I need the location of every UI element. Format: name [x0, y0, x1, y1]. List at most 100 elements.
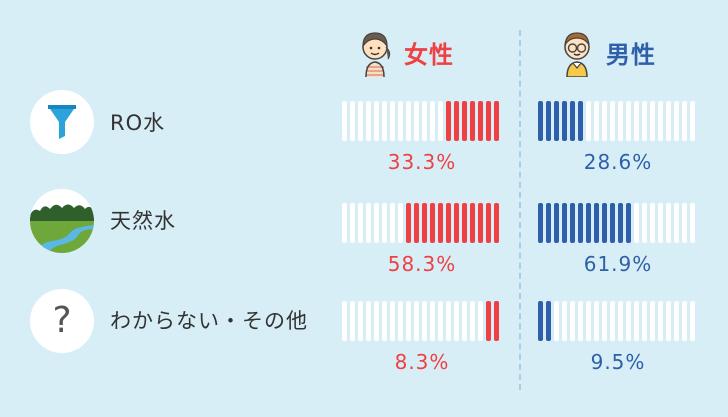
bar-segment-empty: [390, 301, 395, 341]
bar-segment-filled: [430, 203, 435, 243]
bar-segment-empty: [594, 301, 599, 341]
bar-segment-empty: [626, 101, 631, 141]
bar-segment-empty: [422, 101, 427, 141]
woman-avatar-icon: [362, 32, 391, 77]
bar-segment-filled: [486, 203, 491, 243]
bar-segment-filled: [446, 101, 451, 141]
bar-segment-empty: [562, 301, 567, 341]
bar-segment-filled: [538, 203, 543, 243]
bar-segment-filled: [610, 203, 615, 243]
bar-segment-filled: [438, 203, 443, 243]
bar-segment-filled: [626, 203, 631, 243]
male-header-label: 男性: [606, 40, 656, 69]
bar-segment-empty: [610, 301, 615, 341]
bar-segment-empty: [586, 301, 591, 341]
bar-segment-empty: [366, 203, 371, 243]
bar-segment-empty: [478, 301, 483, 341]
bar-segment-empty: [390, 203, 395, 243]
bar-segment-empty: [586, 101, 591, 141]
bar-segment-filled: [594, 203, 599, 243]
bar-segment-filled: [562, 101, 567, 141]
bar-segment-empty: [650, 301, 655, 341]
pct-female-ro: 33.3%: [387, 150, 457, 174]
bar-segment-filled: [422, 203, 427, 243]
bar-segment-empty: [690, 203, 695, 243]
bar-segment-empty: [682, 203, 687, 243]
bar-segment-empty: [470, 301, 475, 341]
pct-female-natural: 58.3%: [387, 252, 457, 276]
bar-segment-empty: [454, 301, 459, 341]
row-label-natural: 天然水: [110, 209, 176, 233]
male-header: 男性: [560, 26, 656, 78]
bar-segment-empty: [674, 101, 679, 141]
bar-segment-empty: [674, 203, 679, 243]
bar-segment-filled: [570, 101, 575, 141]
female-header-label: 女性: [404, 40, 454, 69]
bar-segment-filled: [486, 101, 491, 141]
bar-segment-empty: [634, 203, 639, 243]
bar-segment-empty: [390, 101, 395, 141]
question-mark: ?: [52, 300, 72, 341]
pct-male-other: 9.5%: [590, 350, 646, 374]
female-header: 女性: [358, 26, 454, 78]
bar-segment-empty: [554, 301, 559, 341]
bar-segment-empty: [358, 203, 363, 243]
bar-segment-filled: [570, 203, 575, 243]
row-label-other: わからない・その他: [110, 309, 308, 333]
bar-segment-empty: [666, 301, 671, 341]
bar-segment-filled: [602, 203, 607, 243]
bar-segment-empty: [650, 101, 655, 141]
bar-segment-filled: [406, 203, 411, 243]
bar-segment-empty: [602, 301, 607, 341]
bar-segment-empty: [642, 203, 647, 243]
bar-segment-filled: [470, 203, 475, 243]
bar-segment-filled: [562, 203, 567, 243]
bar-segment-empty: [438, 301, 443, 341]
bar-segment-filled: [494, 203, 499, 243]
bar-segment-empty: [342, 101, 347, 141]
bar-segment-empty: [690, 101, 695, 141]
bar-segment-filled: [414, 203, 419, 243]
bar-segment-empty: [350, 101, 355, 141]
bar-segment-empty: [342, 301, 347, 341]
bar-segment-empty: [578, 301, 583, 341]
bar-segment-empty: [438, 101, 443, 141]
bar-segment-filled: [486, 301, 491, 341]
bar-segment-filled: [494, 101, 499, 141]
bar-segment-filled: [618, 203, 623, 243]
bar-segment-filled: [494, 301, 499, 341]
bar-segment-empty: [446, 301, 451, 341]
bar-segment-filled: [478, 203, 483, 243]
bar-segment-empty: [602, 101, 607, 141]
bar-segment-empty: [414, 101, 419, 141]
bar-segment-filled: [538, 301, 543, 341]
bar-segment-empty: [406, 301, 411, 341]
bar-segment-empty: [374, 203, 379, 243]
pct-male-natural: 61.9%: [583, 252, 653, 276]
bar-segment-filled: [470, 101, 475, 141]
bar-segment-filled: [554, 101, 559, 141]
landscape-icon: [30, 189, 94, 253]
bar-segment-empty: [634, 301, 639, 341]
bar-segment-empty: [430, 301, 435, 341]
bar-segment-filled: [578, 101, 583, 141]
bar-segment-empty: [658, 101, 663, 141]
bar-segment-empty: [398, 101, 403, 141]
man-avatar-icon: [564, 32, 590, 77]
bar-segment-empty: [398, 203, 403, 243]
bar-segment-empty: [462, 301, 467, 341]
bar-segment-filled: [578, 203, 583, 243]
bar-segment-filled: [538, 101, 543, 141]
bar-segment-empty: [358, 101, 363, 141]
bar-segment-filled: [586, 203, 591, 243]
bar-segment-empty: [366, 301, 371, 341]
bar-segment-empty: [342, 203, 347, 243]
bar-segment-empty: [618, 101, 623, 141]
bar-segment-filled: [446, 203, 451, 243]
pct-male-ro: 28.6%: [583, 150, 653, 174]
bar-segment-empty: [350, 301, 355, 341]
bar-segment-filled: [462, 203, 467, 243]
bar-segment-empty: [398, 301, 403, 341]
bar-segment-empty: [658, 203, 663, 243]
